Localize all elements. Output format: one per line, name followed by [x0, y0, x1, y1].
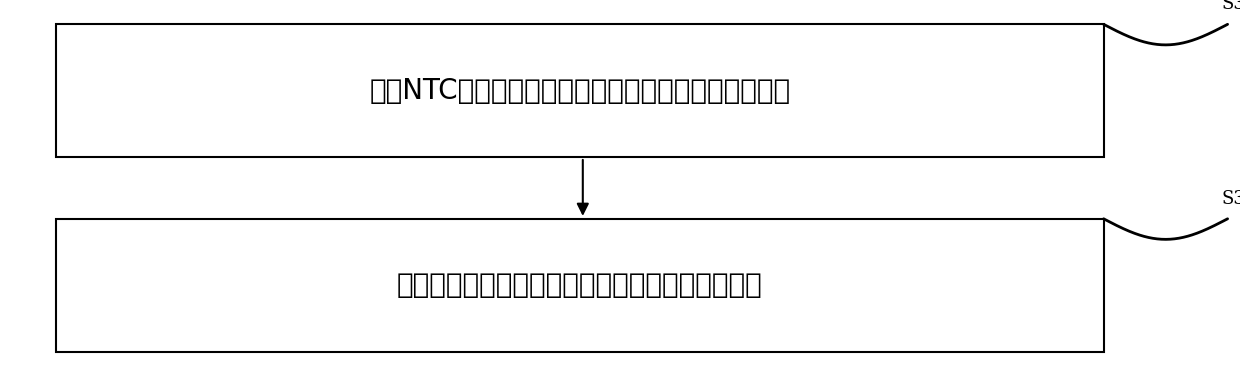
Text: 通过查表得到与热敏电阻压降值相对应的基板温度: 通过查表得到与热敏电阻压降值相对应的基板温度 [397, 271, 763, 299]
FancyBboxPatch shape [56, 219, 1104, 352]
Text: S301: S301 [1221, 0, 1240, 13]
FancyBboxPatch shape [56, 24, 1104, 157]
Text: 通过NTC电阻测量电路的分压电路测量热敏电阻压降值: 通过NTC电阻测量电路的分压电路测量热敏电阻压降值 [370, 77, 790, 105]
Text: S302: S302 [1221, 190, 1240, 208]
